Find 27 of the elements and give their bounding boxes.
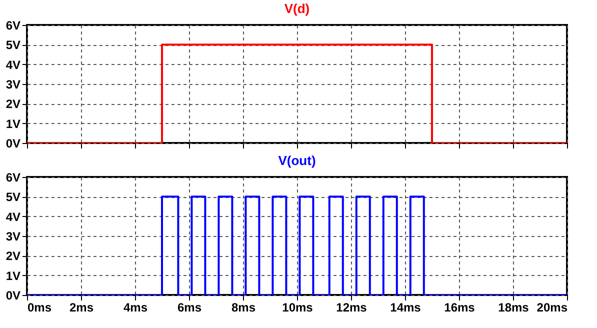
y-tick-label: 4V bbox=[6, 210, 20, 224]
x-tick-label: 0ms bbox=[28, 300, 52, 314]
y-tick-label: 2V bbox=[6, 249, 20, 264]
y-tick-label: 4V bbox=[6, 58, 20, 72]
x-tick-label: 14ms bbox=[390, 300, 422, 314]
y-tick-label: 6V bbox=[6, 18, 20, 32]
y-tick-label: 5V bbox=[6, 38, 20, 52]
y-tick-label: 6V bbox=[6, 170, 20, 184]
x-tick-label: 4ms bbox=[123, 300, 148, 314]
x-tick-label: 10ms bbox=[282, 300, 314, 314]
x-tick-label: 20ms bbox=[536, 300, 568, 314]
y-tick-label: 2V bbox=[6, 97, 20, 112]
y-tick-label: 1V bbox=[6, 268, 20, 283]
x-tick-label: 2ms bbox=[69, 300, 94, 314]
y-tick-label: 1V bbox=[6, 116, 20, 131]
x-tick-label: 8ms bbox=[231, 300, 256, 314]
y-tick-label: 0V bbox=[6, 136, 20, 150]
x-tick-label: 18ms bbox=[498, 300, 530, 314]
y-tick-label: 5V bbox=[6, 190, 20, 204]
y-tick-label: 3V bbox=[6, 230, 20, 244]
chart-title: V(d) bbox=[284, 1, 310, 16]
x-tick-label: 12ms bbox=[336, 300, 368, 314]
chart-title: V(out) bbox=[278, 153, 316, 168]
y-tick-label: 0V bbox=[6, 288, 20, 302]
x-tick-label: 16ms bbox=[444, 300, 476, 314]
x-tick-label: 6ms bbox=[177, 300, 202, 314]
y-tick-label: 3V bbox=[6, 78, 20, 92]
